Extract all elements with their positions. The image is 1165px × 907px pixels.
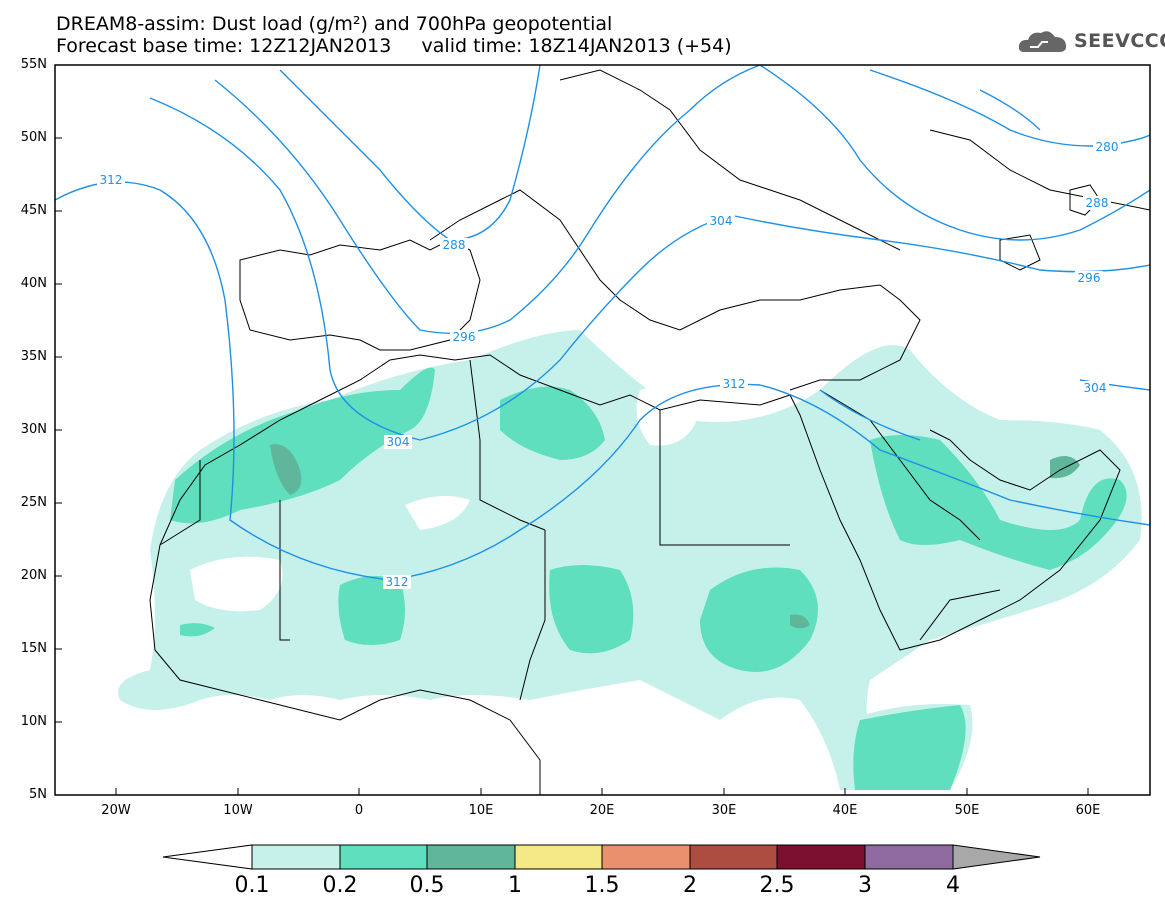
- lon-label: 0: [354, 803, 364, 818]
- contour-label: 296: [1078, 271, 1101, 285]
- contour-label: 312: [386, 575, 409, 589]
- axis-ticks: [55, 137, 1089, 795]
- map-title: DREAM8-assim: Dust load (g/m²) and 700hP…: [56, 13, 613, 35]
- colorbar-label: 2.5: [759, 873, 795, 898]
- contour-label: 312: [100, 173, 123, 187]
- contour-label: 296: [453, 330, 476, 344]
- colorbar-swatch: [339, 844, 428, 870]
- contour-label: 280: [1096, 140, 1119, 154]
- lat-label: 40N: [20, 276, 47, 291]
- colorbar-label: 4: [946, 873, 960, 898]
- contour-label: 304: [387, 435, 410, 449]
- lon-label: 50E: [954, 803, 980, 818]
- colorbar-label: 1.5: [584, 873, 620, 898]
- contour-label: 312: [723, 377, 746, 391]
- lat-label: 55N: [20, 57, 47, 72]
- colorbar-swatch: [689, 844, 778, 870]
- lat-label: 20N: [20, 568, 47, 583]
- map-subtitle: Forecast base time: 12Z12JAN2013 valid t…: [56, 35, 732, 57]
- contour-label: 304: [1084, 381, 1107, 395]
- lat-label: 5N: [29, 787, 47, 802]
- colorbar-swatch: [601, 844, 691, 870]
- lon-label: 30E: [711, 803, 737, 818]
- lat-label: 35N: [20, 349, 47, 364]
- lon-label: 40E: [832, 803, 858, 818]
- colorbar-swatch: [864, 844, 954, 870]
- lon-label: 20W: [101, 803, 131, 818]
- colorbar-max-arrow: [952, 844, 1041, 870]
- lon-label: 10W: [223, 803, 253, 818]
- contour-label: 288: [1086, 196, 1109, 210]
- colorbar-label: 1: [508, 873, 522, 898]
- contour-label: 304: [710, 214, 733, 228]
- lon-label: 60E: [1075, 803, 1101, 818]
- lat-label: 25N: [20, 495, 47, 510]
- colorbar: [162, 844, 1041, 870]
- colorbar-swatch: [776, 844, 866, 870]
- colorbar-label: 2: [683, 873, 697, 898]
- lon-label: 20E: [589, 803, 615, 818]
- coastlines: [149, 69, 1150, 795]
- colorbar-min-arrow: [162, 844, 253, 870]
- geopotential-contours: [55, 65, 1150, 581]
- lat-label: 10N: [20, 714, 47, 729]
- colorbar-label: 0.2: [322, 873, 358, 898]
- cloud-icon: [1018, 31, 1067, 52]
- contour-label: 288: [443, 238, 466, 252]
- colorbar-label: 3: [858, 873, 872, 898]
- colorbar-swatch: [514, 844, 603, 870]
- dust-layer-mid: [170, 367, 1127, 790]
- colorbar-swatch: [426, 844, 516, 870]
- colorbar-label: 0.5: [409, 873, 445, 898]
- lat-label: 30N: [20, 422, 47, 437]
- lon-label: 10E: [468, 803, 494, 818]
- lat-label: 15N: [20, 641, 47, 656]
- lat-label: 45N: [20, 203, 47, 218]
- colorbar-label: 0.1: [234, 873, 270, 898]
- colorbar-swatch: [251, 844, 341, 870]
- logo-text: SEEVCCC: [1074, 30, 1165, 52]
- lat-label: 50N: [20, 130, 47, 145]
